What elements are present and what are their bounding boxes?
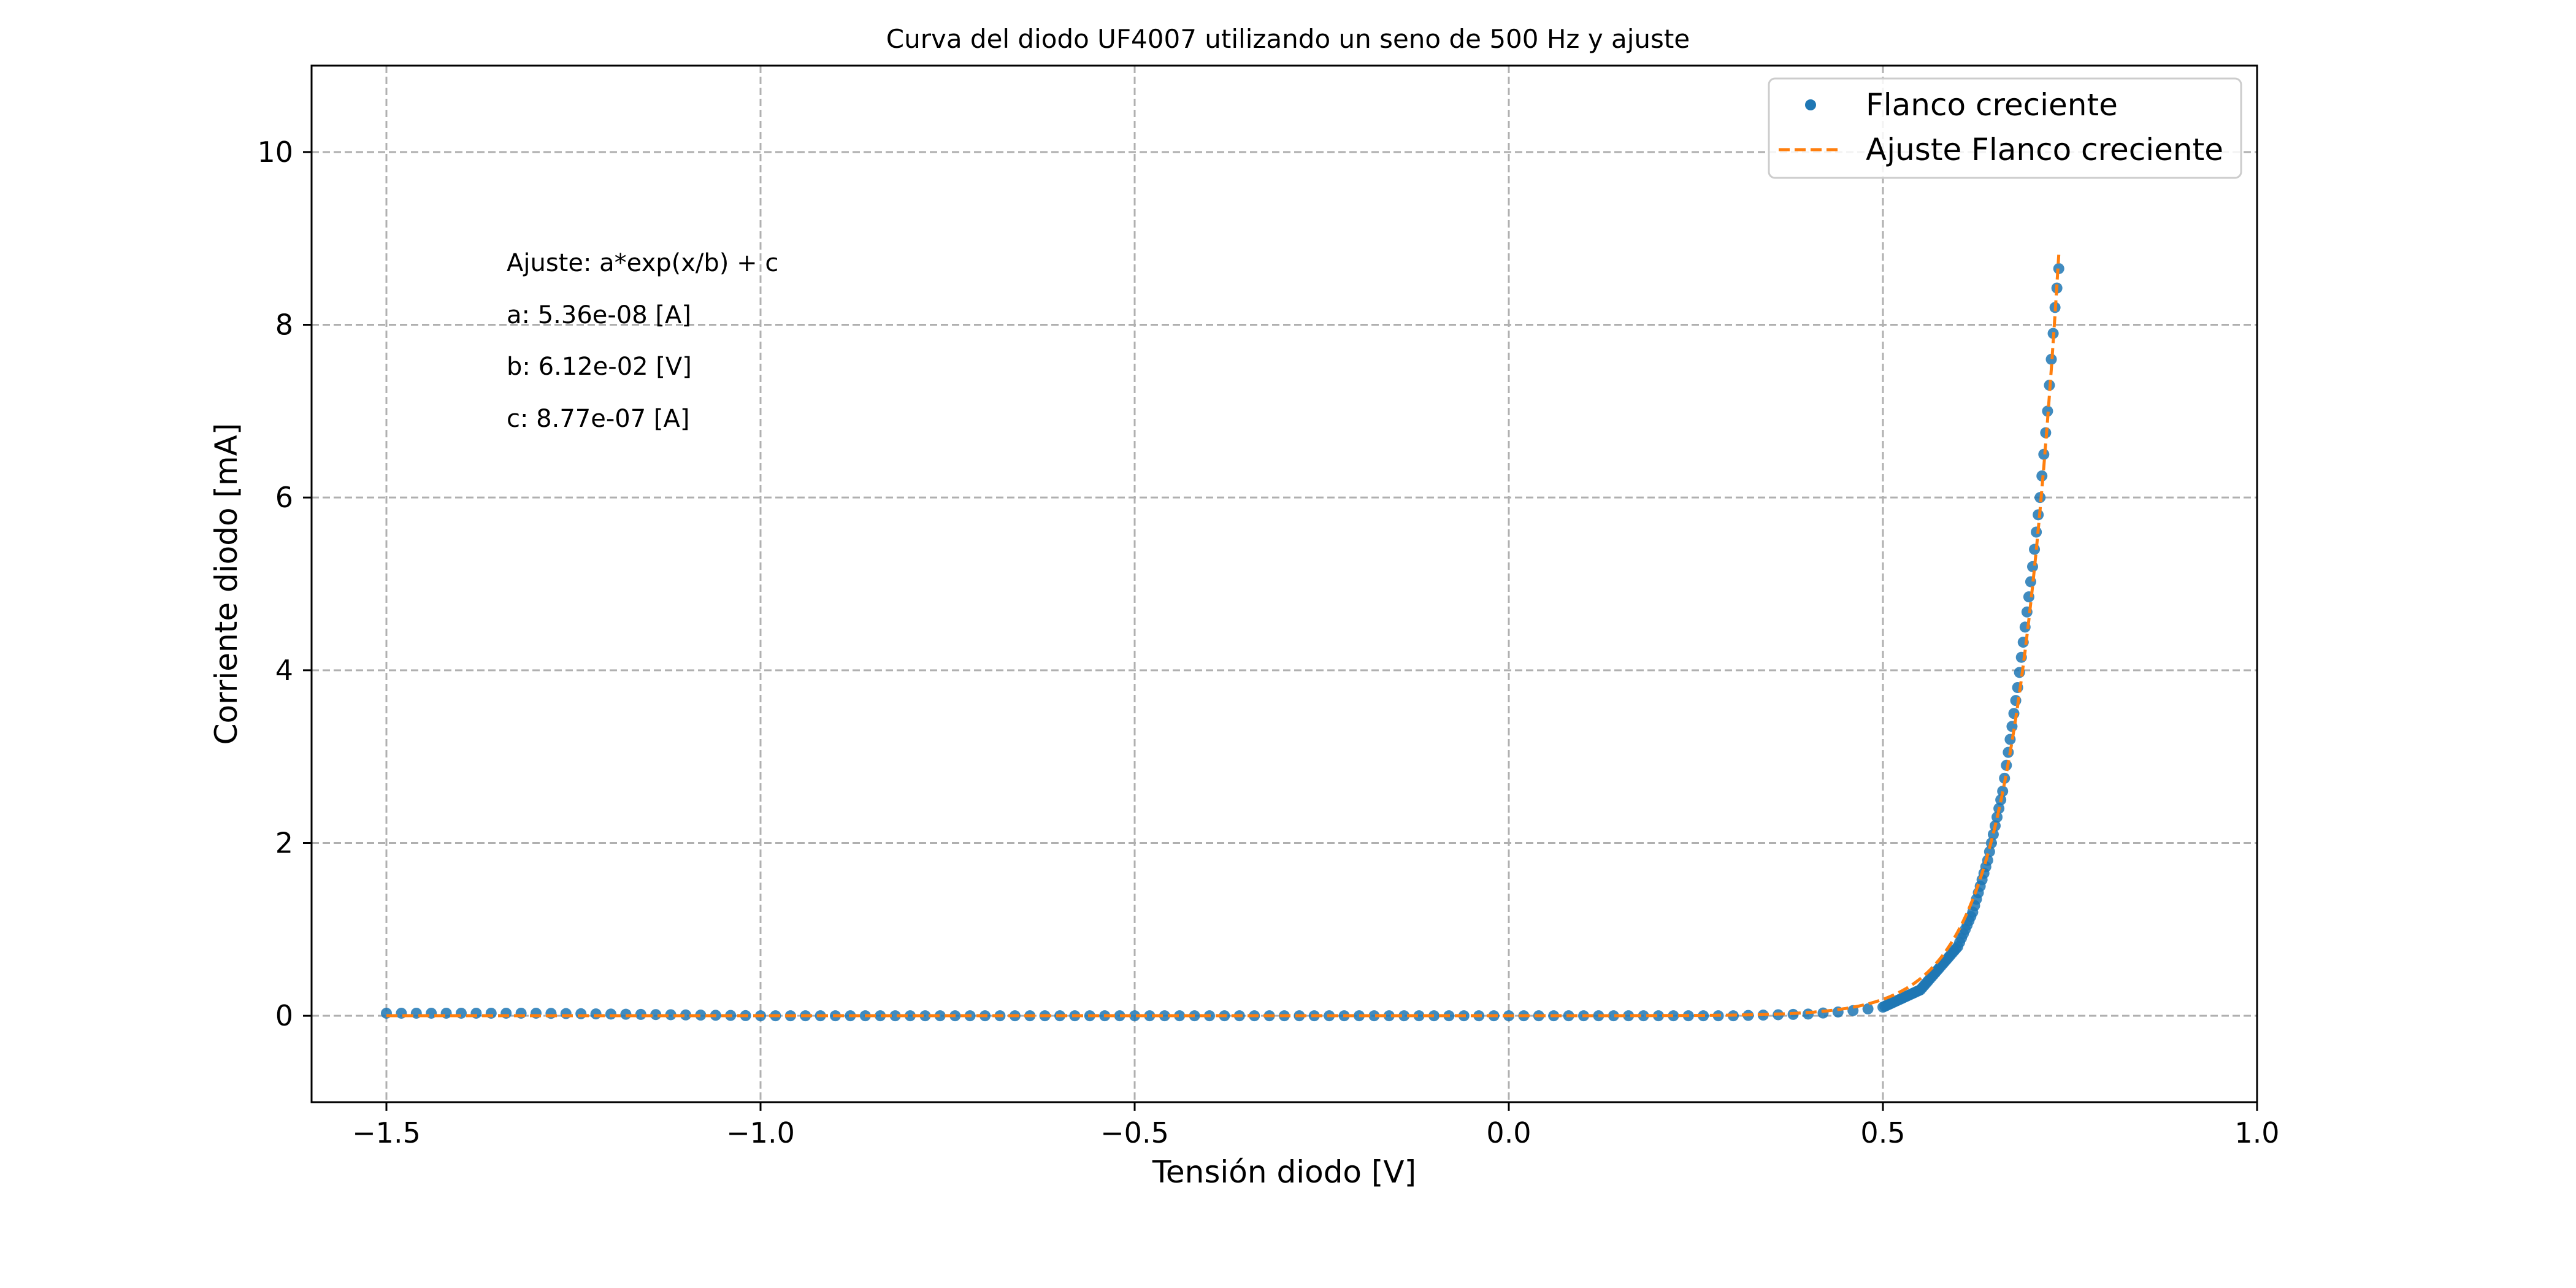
data-point (2029, 543, 2041, 555)
x-axis-label: Tensión diodo [V] (1152, 1154, 1416, 1190)
data-point (1623, 1010, 1635, 1022)
data-point (1987, 829, 1999, 840)
data-point (2042, 405, 2053, 417)
data-point (560, 1008, 572, 1019)
x-tick-label: 1.0 (2234, 1116, 2279, 1149)
annotation-param-b: b: 6.12e-02 [V] (507, 353, 692, 381)
data-point (1668, 1010, 1679, 1022)
data-point (2045, 353, 2057, 365)
data-point (545, 1008, 557, 1019)
grid (312, 66, 2258, 1102)
data-point (1653, 1010, 1664, 1022)
legend-label-measured: Flanco creciente (1866, 87, 2118, 123)
axis-ticks: −1.5 −1.0 −0.5 0.0 0.5 1.0 0 2 4 6 8 10 (257, 136, 2279, 1149)
data-point (1114, 1010, 1125, 1022)
x-tick-label: 0.0 (1486, 1116, 1531, 1149)
data-point (650, 1009, 662, 1021)
y-tick-label: 6 (275, 481, 293, 514)
legend: Flanco creciente Ajuste Flanco creciente (1768, 77, 2242, 179)
data-point (590, 1008, 602, 1020)
data-point (934, 1010, 946, 1022)
data-point (1413, 1010, 1425, 1022)
legend-box (1768, 77, 2242, 179)
plot-frame (310, 64, 2258, 1103)
legend-label-fit: Ajuste Flanco creciente (1866, 132, 2223, 167)
data-point (889, 1010, 901, 1022)
annotation-model: Ajuste: a*exp(x/b) + c (507, 249, 778, 277)
y-tick-label: 4 (275, 654, 293, 687)
data-point (905, 1010, 916, 1022)
data-point (2031, 526, 2042, 538)
data-point (1159, 1010, 1170, 1022)
x-tick-label: −1.0 (726, 1116, 795, 1149)
y-tick-label: 8 (275, 309, 293, 342)
data-point (1144, 1010, 1156, 1022)
data-point (1129, 1010, 1140, 1022)
data-point (680, 1009, 691, 1021)
fit-annotation: Ajuste: a*exp(x/b) + c a: 5.36e-08 [A] b… (507, 249, 778, 433)
x-tick-label: −1.5 (352, 1116, 421, 1149)
data-point (1174, 1010, 1186, 1022)
data-point (665, 1009, 677, 1021)
data-point (1398, 1010, 1410, 1022)
data-point (1368, 1010, 1380, 1022)
fit-curve (386, 255, 2061, 1018)
data-point (1803, 1008, 1814, 1020)
y-axis-label: Corriente diodo [mA] (209, 423, 244, 745)
data-point (575, 1008, 587, 1019)
plot-data (381, 255, 2064, 1022)
chart-title: Curva del diodo UF4007 utilizando un sen… (886, 24, 1690, 54)
y-tick-label: 2 (275, 827, 293, 860)
data-point (605, 1008, 616, 1020)
data-point (875, 1010, 886, 1022)
data-point (1997, 786, 2009, 797)
y-tick-label: 10 (257, 136, 293, 169)
data-point (919, 1010, 931, 1022)
x-tick-label: −0.5 (1100, 1116, 1169, 1149)
data-point (695, 1010, 707, 1021)
annotation-param-c: c: 8.77e-07 [A] (507, 405, 689, 433)
x-tick-label: 0.5 (1860, 1116, 1905, 1149)
legend-marker-measured (1805, 99, 1816, 110)
data-point (1862, 1003, 1874, 1014)
data-point (1383, 1010, 1395, 1022)
data-point (1638, 1010, 1649, 1022)
data-point (1817, 1007, 1829, 1019)
data-point (1608, 1010, 1619, 1022)
y-tick-label: 0 (275, 999, 293, 1032)
annotation-param-a: a: 5.36e-08 [A] (507, 301, 691, 329)
